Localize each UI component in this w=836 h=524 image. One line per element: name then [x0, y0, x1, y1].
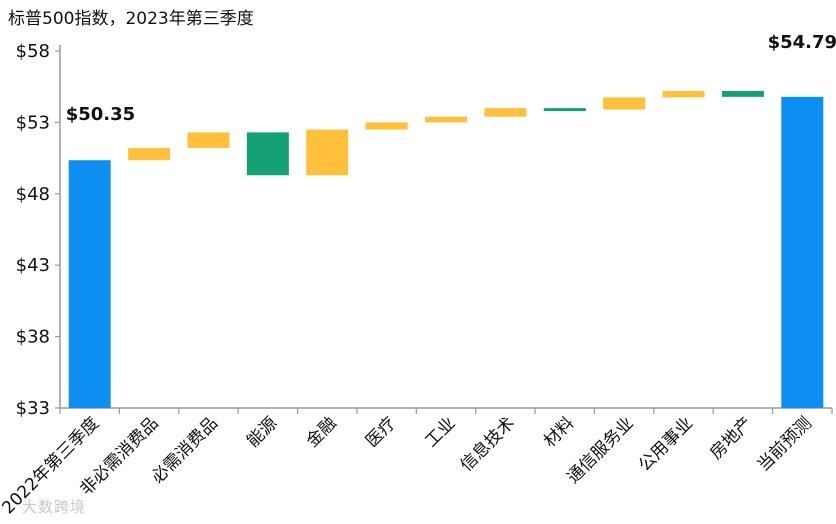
- x-category-label: 工业: [421, 413, 459, 451]
- bar-通信服务业: [603, 97, 646, 110]
- x-category-label: 房地产: [706, 413, 756, 463]
- bar-能源: [246, 132, 289, 176]
- x-category-label: 医疗: [362, 413, 400, 451]
- bar-房地产: [721, 90, 764, 97]
- bar-金融: [306, 129, 349, 176]
- x-category-label: 金融: [303, 413, 341, 451]
- bar-必需消费品: [187, 132, 230, 149]
- bar-工业: [425, 116, 467, 123]
- bar-信息技术: [484, 108, 527, 117]
- x-category-label: 信息技术: [457, 413, 519, 475]
- y-tick-label: $33: [16, 398, 50, 419]
- y-tick-label: $48: [16, 184, 50, 205]
- y-tick-label: $58: [16, 41, 50, 62]
- bar-2022年第三季度: [68, 160, 111, 408]
- y-tick-label: $43: [16, 255, 50, 276]
- data-label-start: $50.35: [66, 104, 135, 125]
- x-category-label: 公用事业: [635, 413, 697, 475]
- y-tick-label: $53: [16, 112, 50, 133]
- data-label-end: $54.79: [768, 32, 836, 53]
- bar-医疗: [365, 122, 408, 130]
- bar-非必需消费品: [128, 148, 171, 161]
- bar-当前预测: [781, 96, 824, 408]
- y-tick-label: $38: [16, 327, 50, 348]
- x-category-label: 当前预测: [754, 413, 816, 475]
- bar-公用事业: [662, 90, 705, 98]
- watermark: 大数跨境: [22, 498, 87, 516]
- chart-title: 标普500指数，2023年第三季度: [8, 9, 254, 29]
- x-category-label: 能源: [243, 413, 281, 451]
- bar-材料: [543, 108, 586, 112]
- x-category-label: 材料: [540, 413, 578, 451]
